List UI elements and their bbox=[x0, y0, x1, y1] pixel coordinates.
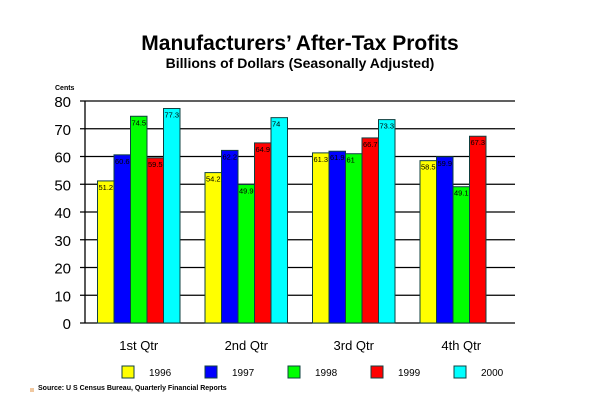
bar-2000 bbox=[378, 119, 396, 324]
bar-1999 bbox=[146, 157, 164, 324]
data-label: 77.3 bbox=[165, 110, 180, 119]
x-tick-label: 2nd Qtr bbox=[225, 338, 269, 353]
bar-1998 bbox=[237, 184, 255, 324]
bar-1998 bbox=[452, 186, 470, 324]
legend-swatch bbox=[204, 365, 218, 379]
data-label: 49.1 bbox=[454, 189, 469, 198]
x-tick-label: 4th Qtr bbox=[441, 338, 481, 353]
bar-1997 bbox=[113, 154, 131, 324]
data-label: 54.2 bbox=[206, 175, 221, 184]
data-label: 61 bbox=[347, 156, 355, 165]
legend-label: 2000 bbox=[481, 368, 504, 379]
source-bullet bbox=[30, 388, 34, 392]
chart-title: Manufacturers’ After-Tax Profits bbox=[141, 32, 459, 55]
x-tick-label: 3rd Qtr bbox=[334, 338, 375, 353]
legend-label: 1996 bbox=[149, 368, 172, 379]
bar-1998 bbox=[130, 115, 148, 324]
data-label: 61.9 bbox=[330, 153, 345, 162]
y-tick-label: 60 bbox=[54, 150, 71, 167]
legend-label: 1997 bbox=[232, 368, 255, 379]
data-label: 67.3 bbox=[471, 138, 486, 147]
x-tick-label: 1st Qtr bbox=[119, 338, 159, 353]
data-label: 61.3 bbox=[314, 155, 329, 164]
data-label: 74 bbox=[272, 120, 280, 129]
source-note: Source: U S Census Bureau, Quarterly Fin… bbox=[38, 385, 227, 392]
y-tick-label: 40 bbox=[54, 205, 71, 222]
legend-label: 1999 bbox=[398, 368, 421, 379]
data-label: 74.5 bbox=[132, 118, 147, 127]
bar-2000 bbox=[163, 107, 181, 324]
y-tick-label: 20 bbox=[54, 261, 71, 278]
data-label: 73.3 bbox=[380, 122, 395, 131]
bar-1999 bbox=[254, 142, 272, 324]
data-label: 62.2 bbox=[223, 152, 238, 161]
data-label: 60.6 bbox=[115, 157, 130, 166]
y-tick-label: 10 bbox=[54, 288, 71, 305]
y-tick-label: 50 bbox=[54, 177, 71, 194]
legend-swatch bbox=[287, 365, 301, 379]
chart-subtitle: Billions of Dollars (Seasonally Adjusted… bbox=[165, 55, 435, 71]
y-axis-label: Cents bbox=[55, 85, 75, 92]
legend-swatch bbox=[370, 365, 384, 379]
bar-1997 bbox=[221, 149, 239, 324]
y-tick-label: 80 bbox=[54, 94, 71, 111]
bar-1996 bbox=[204, 172, 222, 324]
data-label: 59.5 bbox=[148, 160, 163, 169]
bar-1998 bbox=[345, 153, 363, 324]
data-label: 49.9 bbox=[239, 187, 254, 196]
bar-1996 bbox=[419, 160, 437, 324]
y-tick-label: 70 bbox=[54, 122, 71, 139]
data-label: 59.9 bbox=[438, 159, 453, 168]
legend-swatch bbox=[121, 365, 135, 379]
data-label: 64.9 bbox=[256, 145, 271, 154]
bar-1996 bbox=[312, 152, 330, 324]
legend-swatch bbox=[453, 365, 467, 379]
y-tick-label: 30 bbox=[54, 233, 71, 250]
data-label: 51.2 bbox=[99, 183, 114, 192]
bar-1999 bbox=[361, 137, 379, 324]
y-tick-label: 0 bbox=[63, 316, 71, 333]
legend-label: 1998 bbox=[315, 368, 338, 379]
bar-1996 bbox=[97, 180, 115, 324]
bar-1997 bbox=[436, 156, 454, 324]
data-label: 66.7 bbox=[363, 140, 378, 149]
bar-1997 bbox=[328, 150, 346, 324]
bar-2000 bbox=[270, 117, 288, 324]
bar-1999 bbox=[469, 135, 487, 324]
data-label: 58.5 bbox=[421, 163, 436, 172]
